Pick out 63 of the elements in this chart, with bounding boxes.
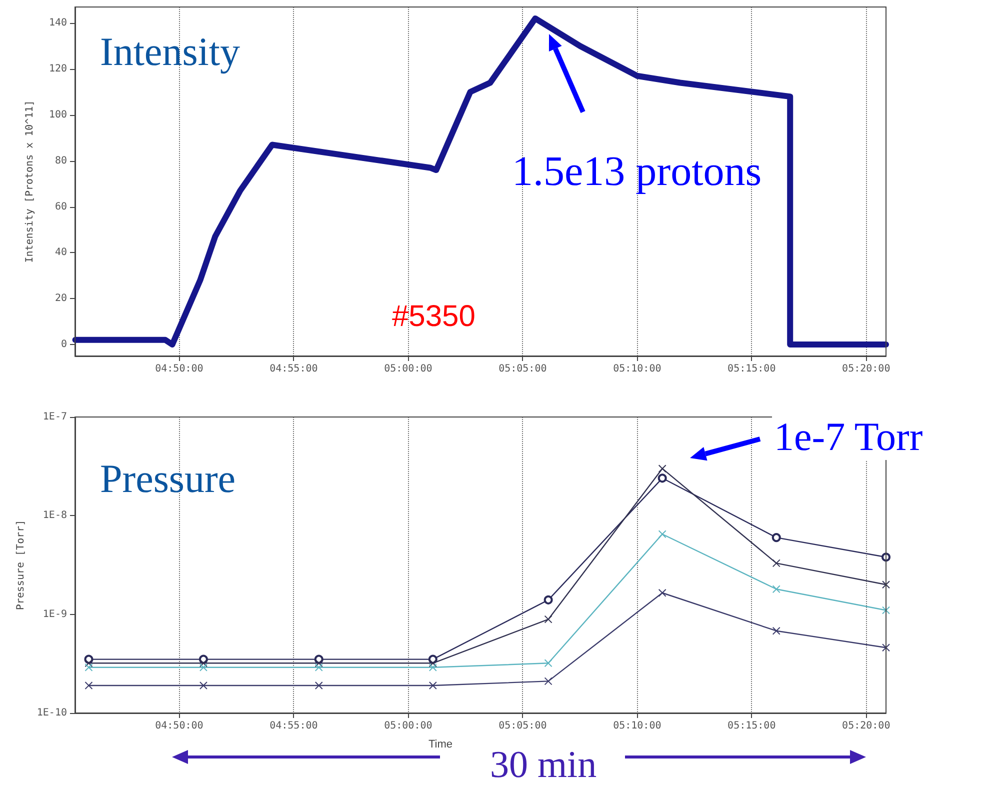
x-tick-label: 05:00:00 bbox=[384, 364, 432, 374]
x-tick-label: 05:05:00 bbox=[498, 720, 547, 732]
annotation: Pressure bbox=[100, 455, 236, 502]
point bbox=[544, 595, 553, 604]
y-axis-title: Intensity [Protons x 10^11] bbox=[24, 100, 36, 263]
x-tick-label: 05:15:00 bbox=[728, 364, 776, 374]
x-tick-label: 05:10:00 bbox=[613, 720, 662, 732]
y-tick-label: 80 bbox=[54, 155, 67, 166]
annotation: 1.5e13 protons bbox=[512, 148, 762, 196]
point bbox=[544, 615, 552, 624]
point bbox=[658, 588, 666, 597]
text: 30 min bbox=[490, 743, 597, 786]
point bbox=[882, 644, 890, 652]
y-tick-label: 1E-8 bbox=[42, 510, 67, 522]
point bbox=[544, 659, 552, 668]
point bbox=[428, 659, 437, 668]
point bbox=[199, 681, 208, 690]
point bbox=[772, 585, 780, 594]
x-tick-label: 05:05:00 bbox=[498, 364, 547, 374]
point bbox=[84, 659, 93, 668]
x-tick-label: 04:55:00 bbox=[270, 720, 318, 732]
x-axis-title: Time bbox=[428, 738, 453, 750]
point bbox=[882, 606, 890, 614]
point bbox=[314, 659, 323, 668]
point bbox=[658, 530, 666, 538]
point bbox=[199, 659, 208, 668]
point bbox=[314, 681, 323, 690]
point bbox=[544, 677, 552, 686]
point bbox=[882, 580, 890, 589]
point bbox=[658, 464, 666, 473]
point bbox=[314, 663, 323, 672]
y-tick-label: 1E-9 bbox=[42, 608, 67, 620]
y-tick-label: 20 bbox=[54, 293, 67, 304]
point bbox=[772, 533, 781, 542]
point bbox=[428, 663, 437, 672]
annotation: Intensity bbox=[100, 28, 240, 75]
x-tick-label: 04:50:00 bbox=[155, 364, 204, 374]
y-tick-label: 0 bbox=[60, 339, 67, 350]
point bbox=[84, 663, 93, 672]
y-tick-label: 100 bbox=[48, 109, 67, 120]
x-tick-label: 05:10:00 bbox=[613, 364, 662, 374]
point bbox=[428, 681, 437, 690]
annotation: 1e-7 Torr bbox=[772, 413, 925, 460]
point bbox=[772, 626, 780, 635]
x-tick-label: 05:00:00 bbox=[384, 720, 432, 732]
y-tick-label: 120 bbox=[48, 63, 67, 74]
x-tick-label: 05:15:00 bbox=[728, 720, 776, 732]
x-tick-label: 04:55:00 bbox=[270, 364, 318, 374]
point bbox=[882, 552, 890, 562]
y-tick-label: 1E-7 bbox=[42, 412, 67, 422]
y-axis-title: Pressure [Torr] bbox=[15, 520, 26, 610]
x-tick-label: 05:20:00 bbox=[842, 364, 890, 374]
point bbox=[658, 474, 667, 483]
y-tick-label: 140 bbox=[48, 18, 67, 29]
y-tick-label: 40 bbox=[54, 247, 67, 258]
x-tick-label: 04:50:00 bbox=[155, 720, 204, 732]
y-tick-label: 60 bbox=[54, 201, 67, 212]
point bbox=[772, 559, 780, 568]
annotation: #5350 bbox=[392, 300, 476, 334]
x-tick-label: 05:20:00 bbox=[842, 720, 890, 732]
point bbox=[199, 663, 208, 672]
point bbox=[84, 681, 93, 690]
y-tick-label: 1E-10 bbox=[36, 708, 67, 718]
